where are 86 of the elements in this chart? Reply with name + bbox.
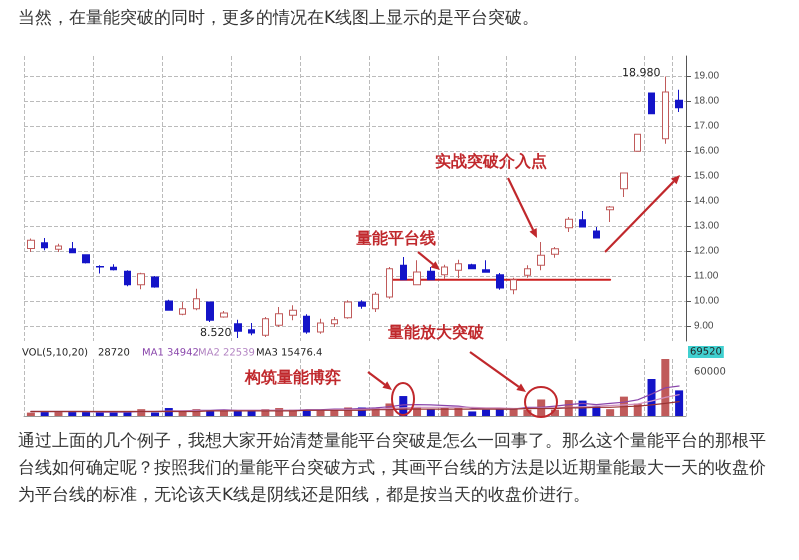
candlestick xyxy=(344,300,352,320)
y-tick-label: 16.00 xyxy=(694,146,720,156)
candlestick xyxy=(69,242,76,254)
candlestick xyxy=(400,256,407,280)
candlestick xyxy=(151,276,159,288)
candlestick xyxy=(220,310,228,318)
bar xyxy=(675,390,684,416)
text: 69520 xyxy=(690,346,722,358)
candlestick xyxy=(662,76,669,144)
candlestick xyxy=(524,264,531,278)
annotation: 18.980 xyxy=(622,66,660,79)
candlestick xyxy=(455,259,462,278)
candlestick xyxy=(606,206,614,222)
bar xyxy=(96,412,104,416)
y-tick-label: 12.00 xyxy=(694,246,720,256)
candlestick xyxy=(248,322,255,336)
annotation: 实战突破介入点 xyxy=(435,152,547,170)
annotation: 量能平台线 xyxy=(355,228,436,248)
candlestick xyxy=(593,226,600,238)
bar xyxy=(482,410,490,416)
text: MA3 15476.4 xyxy=(256,348,322,358)
chart-title: 当然，在量能突破的同时，更多的情况在K线图上显示的是平台突破。 xyxy=(18,7,540,29)
y-tick-label: 17.00 xyxy=(694,120,720,132)
candlestick xyxy=(234,319,242,338)
candlestick xyxy=(372,292,379,312)
candlestick xyxy=(179,302,186,316)
candlestick xyxy=(303,314,310,334)
candlestick xyxy=(427,266,435,280)
candlestick xyxy=(193,288,200,311)
y-tick-label: 14.00 xyxy=(694,196,720,206)
bar xyxy=(151,412,160,416)
candlestick xyxy=(137,272,145,290)
y-tick-label: 10.00 xyxy=(694,296,720,306)
candlestick xyxy=(206,302,214,322)
candlestick xyxy=(510,277,517,295)
candlestick xyxy=(124,270,131,287)
candlestick xyxy=(648,92,655,114)
bar xyxy=(661,359,670,416)
candlestick xyxy=(634,134,641,152)
candlestick xyxy=(579,210,586,228)
text: 28720 xyxy=(98,348,130,358)
y-tick-label: 19.00 xyxy=(694,70,720,82)
candlestick xyxy=(289,304,297,321)
y-tick-label: 11.00 xyxy=(694,270,719,282)
candlestick xyxy=(358,300,366,310)
candlestick xyxy=(27,238,35,252)
annotation: 量能放大突破 xyxy=(387,322,485,342)
annotation: 8.520 xyxy=(200,326,232,339)
candlestick xyxy=(165,299,173,311)
candlestick xyxy=(262,316,269,338)
candlestick xyxy=(275,306,283,328)
candlestick xyxy=(317,318,324,334)
candlestick xyxy=(331,316,338,328)
text: 60000 xyxy=(694,366,726,378)
text: MA1 34942 xyxy=(142,348,199,358)
text: MA2 22539 xyxy=(198,348,255,358)
candlestick xyxy=(41,238,48,251)
text: VOL(5,10,20) xyxy=(22,348,88,358)
candlestick xyxy=(551,246,559,258)
candlestick xyxy=(82,254,90,264)
y-tick-label: 15.00 xyxy=(694,170,720,182)
candlestick xyxy=(496,272,504,290)
text: 通过上面的几个例子，我想大家开始清楚量能平台突破是怎么一回事了。那么这个量能平台的那根平台线如何确定呢？按照我们的量能平台突破方式，其画平台线的方法是以近期量能最大一天的收盘价为平台线的标准，无论该天K线是阴线还是阳线，都是按当天的收盘价进行。 xyxy=(18,430,767,507)
y-tick-label: 13.00 xyxy=(694,220,720,232)
candlestick xyxy=(675,89,683,112)
bar xyxy=(468,411,476,416)
candlestick xyxy=(55,243,62,252)
bar xyxy=(606,409,614,416)
bar xyxy=(110,412,118,416)
y-tick-label: 18.00 xyxy=(694,96,720,106)
candlestick xyxy=(413,260,421,286)
candlestick xyxy=(620,172,628,198)
candlestick xyxy=(441,264,448,280)
bar xyxy=(26,412,35,416)
candlestick xyxy=(386,266,393,300)
candlestick xyxy=(565,216,573,232)
candlestick xyxy=(96,264,104,274)
candlestick xyxy=(468,263,476,270)
bar xyxy=(496,409,504,416)
annotation: 构筑量能博弈 xyxy=(244,368,341,386)
bar xyxy=(426,409,435,416)
candlestick xyxy=(482,260,490,273)
candlestick xyxy=(110,264,117,271)
candlestick xyxy=(537,242,545,271)
bar xyxy=(648,378,656,416)
y-tick-label: 9.00 xyxy=(694,320,714,332)
